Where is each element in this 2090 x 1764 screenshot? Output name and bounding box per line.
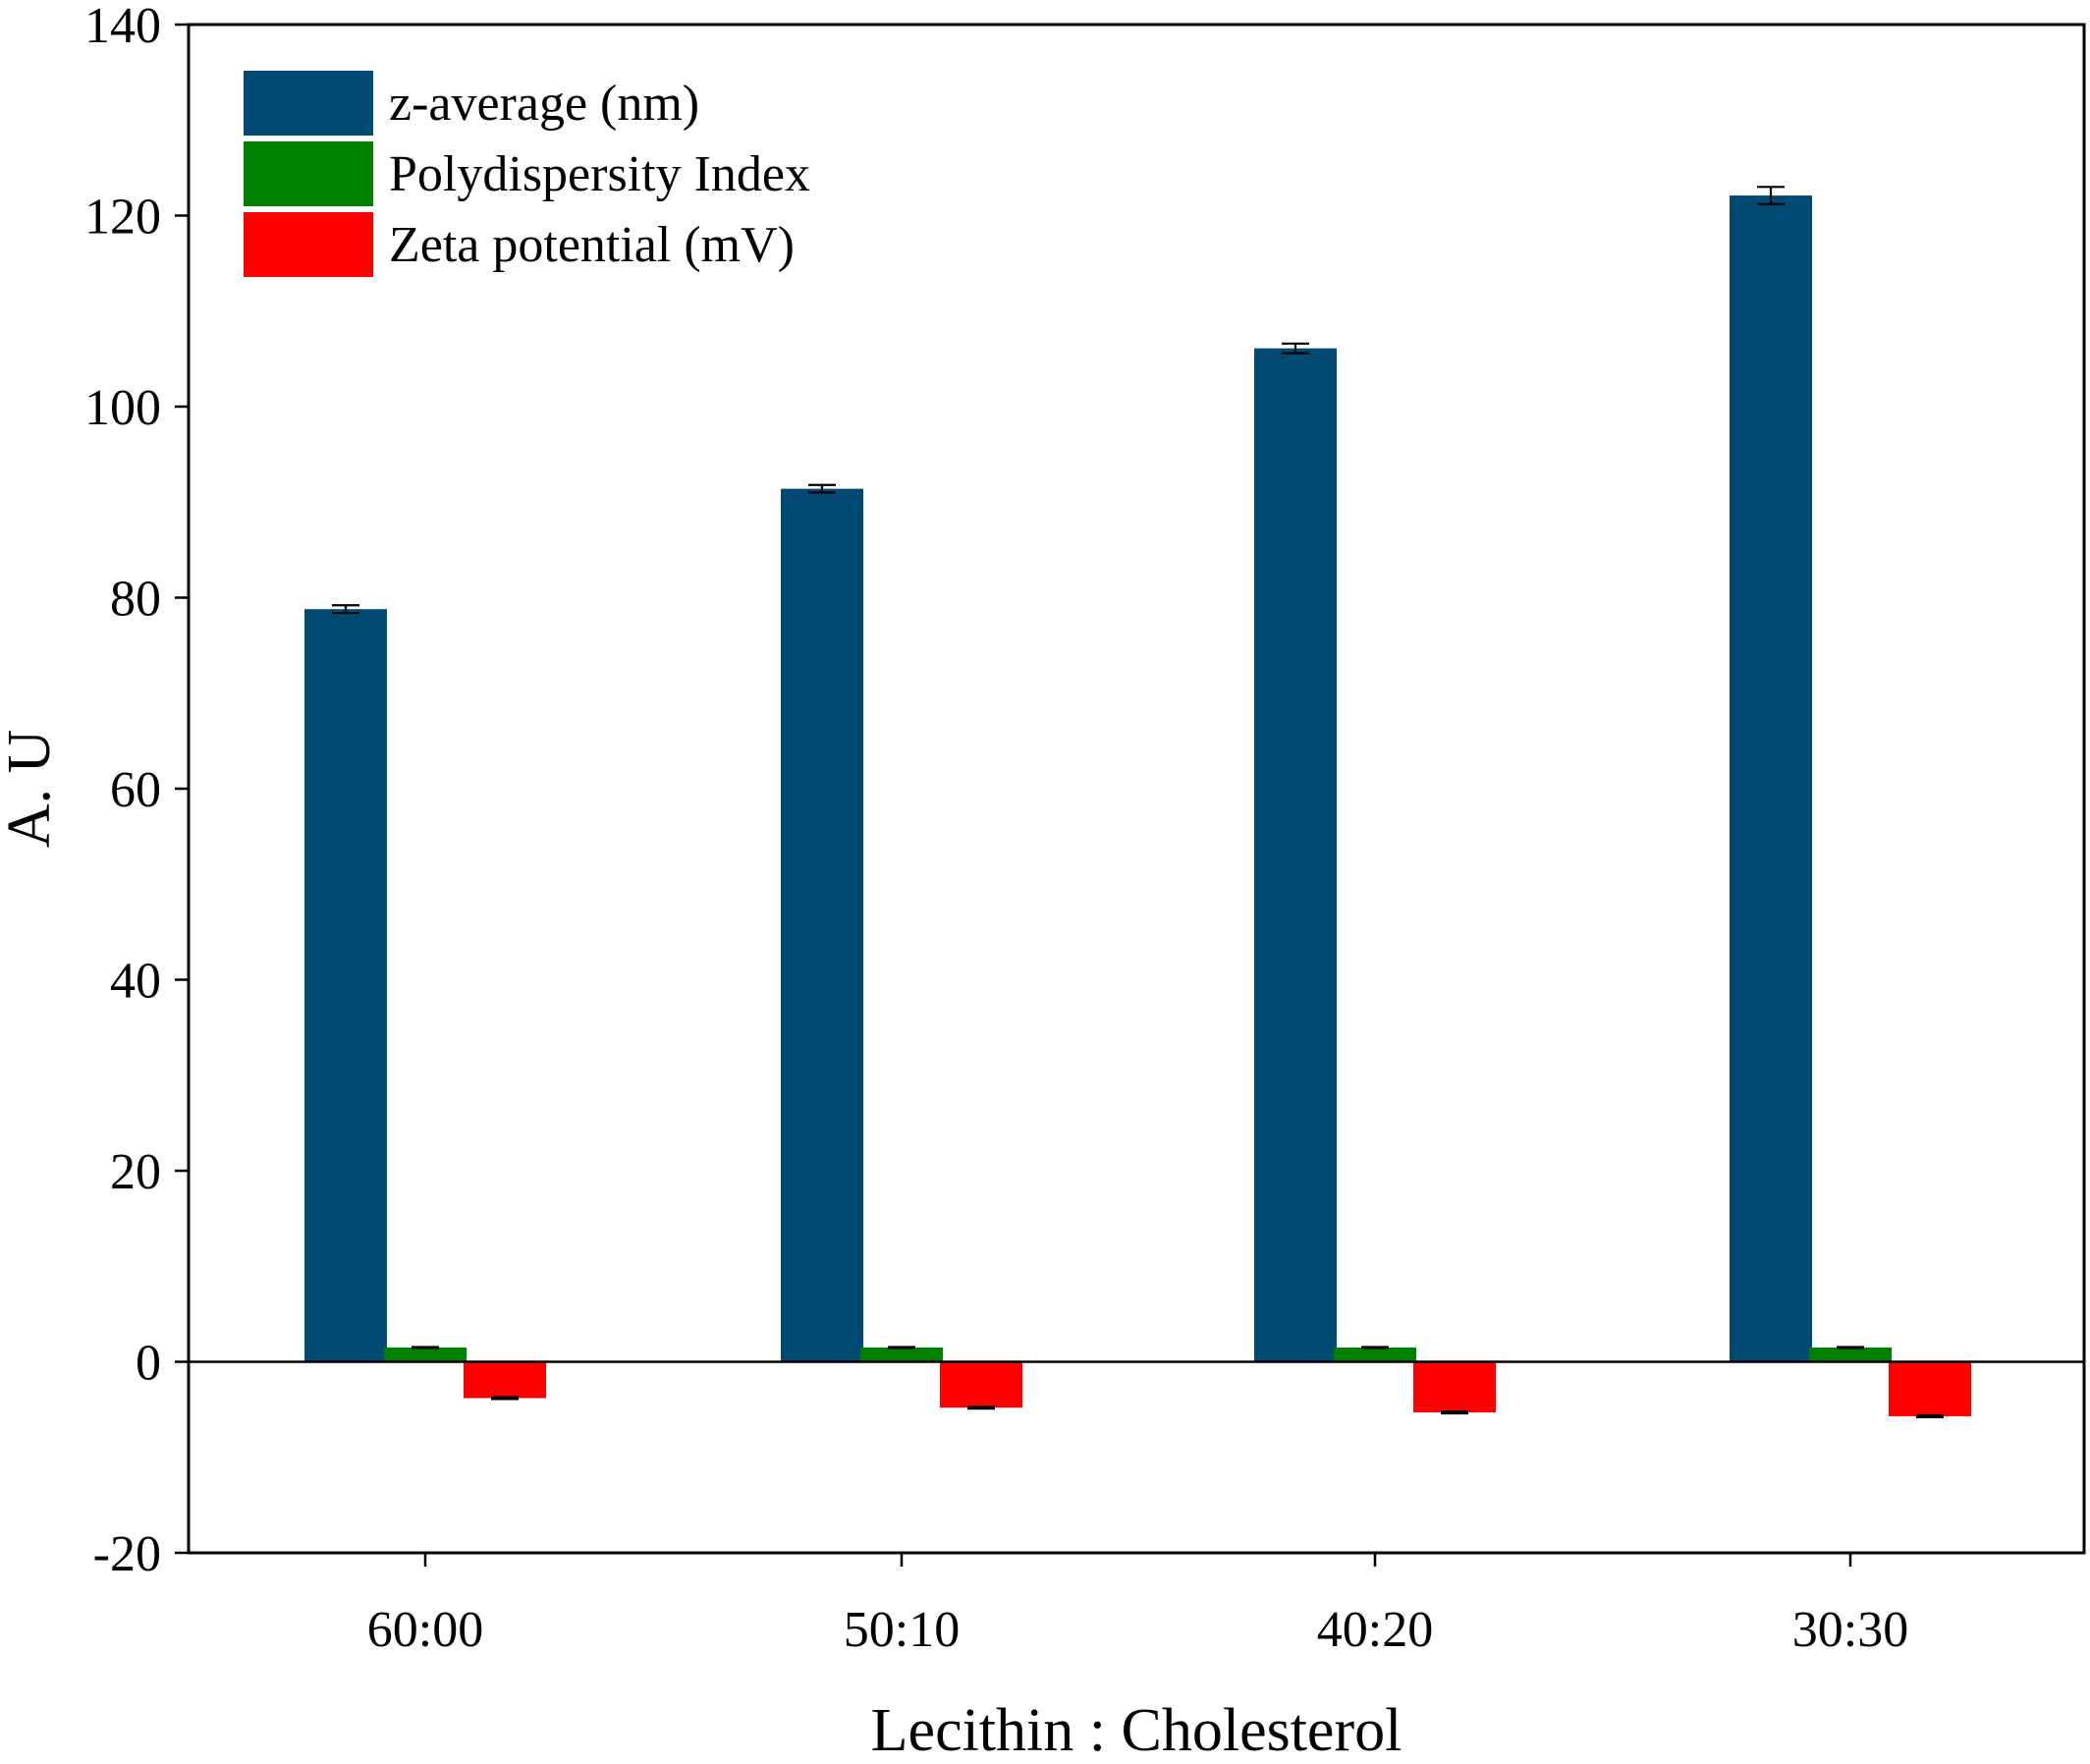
y-tick-label: 120 (84, 190, 161, 246)
y-tick-label: -20 (93, 1526, 161, 1582)
x-axis: 60:00 50:10 40:20 30:30 (367, 1553, 1908, 1658)
error-bar-zeta-potential-mv-1 (491, 1396, 519, 1401)
x-tick-label: 60:00 (367, 1602, 483, 1658)
legend: z-average (nm) Polydispersity Index Zeta p… (244, 71, 810, 277)
error-bar-zeta-potential-mv-4 (1916, 1413, 1944, 1419)
bar-polydispersity-index-1 (384, 1347, 467, 1362)
bar-polydispersity-index-3 (1334, 1347, 1416, 1362)
bar-polydispersity-index-2 (860, 1347, 943, 1362)
legend-swatch (244, 141, 373, 206)
bar-zeta-potential-mv-1 (464, 1361, 546, 1399)
y-tick-label: 0 (136, 1336, 161, 1392)
x-tick-label: 40:20 (1317, 1602, 1433, 1658)
y-tick-label: 40 (110, 954, 161, 1010)
error-bar-z-average-nm-3 (1282, 342, 1309, 355)
bar-z-average-nm-4 (1730, 195, 1812, 1362)
error-bar-z-average-nm-2 (808, 483, 836, 494)
legend-label: z-average (nm) (389, 76, 699, 132)
bar-polydispersity-index-4 (1809, 1347, 1892, 1362)
bar-z-average-nm-1 (304, 609, 387, 1362)
error-bar-polydispersity-index-3 (1361, 1346, 1389, 1350)
x-axis-label: Lecithin : Cholesterol (871, 1697, 1402, 1759)
y-tick-label: 80 (110, 572, 161, 628)
y-tick-label: 100 (84, 380, 161, 436)
y-axis: -20 0 20 40 60 80 100 120 140 (84, 0, 189, 1582)
legend-label: Zeta potential (mV) (389, 217, 795, 273)
chart-marks (304, 186, 1971, 1419)
legend-label: Polydispersity Index (389, 146, 810, 202)
error-bar-zeta-potential-mv-2 (967, 1406, 995, 1410)
bar-z-average-nm-3 (1254, 348, 1337, 1362)
legend-swatch (244, 71, 373, 136)
bar-zeta-potential-mv-3 (1413, 1361, 1496, 1413)
bar-z-average-nm-2 (781, 488, 863, 1362)
x-tick-label: 50:10 (844, 1602, 960, 1658)
error-bar-polydispersity-index-4 (1837, 1346, 1864, 1350)
legend-swatch (244, 212, 373, 277)
error-bar-z-average-nm-1 (332, 604, 359, 615)
y-tick-label: 60 (110, 762, 161, 818)
y-tick-label: 20 (110, 1144, 161, 1200)
error-bar-polydispersity-index-2 (888, 1346, 915, 1350)
error-bar-polydispersity-index-1 (412, 1346, 439, 1350)
y-axis-label: A. U (0, 730, 63, 849)
bar-zeta-potential-mv-4 (1889, 1361, 1971, 1416)
y-tick-label: 140 (84, 0, 161, 54)
error-bar-zeta-potential-mv-3 (1441, 1409, 1468, 1415)
bar-zeta-potential-mv-2 (940, 1361, 1022, 1408)
error-bar-z-average-nm-4 (1757, 186, 1785, 205)
x-tick-label: 30:30 (1792, 1602, 1908, 1658)
